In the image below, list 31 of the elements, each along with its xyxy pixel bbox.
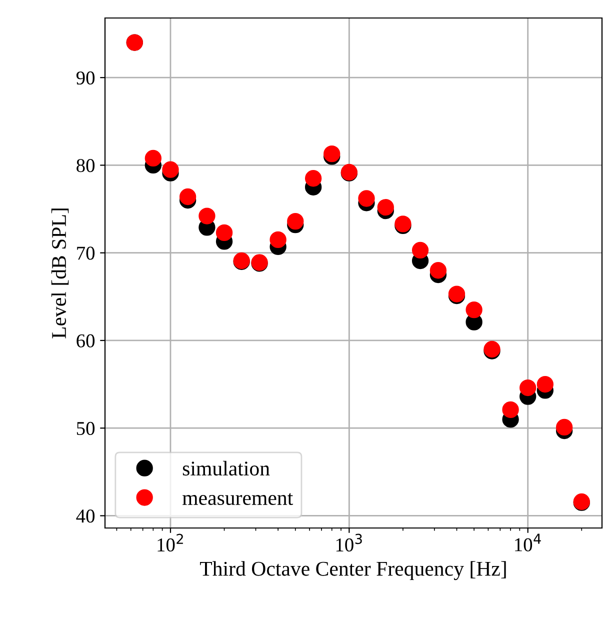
- point: [536, 376, 554, 393]
- point: [502, 401, 519, 418]
- y-tick-label: 40: [76, 510, 95, 523]
- point: [466, 301, 482, 318]
- legend-label: simulation: [182, 460, 270, 476]
- point: [162, 161, 179, 178]
- point: [198, 208, 216, 224]
- point: [304, 170, 322, 187]
- x-axis-title: Third Octave Center Frequency [Hz]: [200, 561, 506, 580]
- point: [430, 262, 447, 279]
- x-tick-label: 10$^{2}$: [158, 534, 183, 552]
- point: [270, 231, 286, 248]
- y-tick-label: 80: [76, 159, 95, 172]
- point: [179, 188, 196, 206]
- point: [287, 212, 304, 230]
- y-tick-label: 70: [77, 246, 95, 260]
- point: [358, 190, 375, 207]
- x-tick-label: 10$^{3}$: [336, 534, 362, 552]
- point: [377, 198, 394, 216]
- point: [556, 418, 573, 436]
- y-axis-title: Level [dB SPL]: [51, 208, 69, 338]
- y-tick-label: 60: [76, 334, 95, 348]
- point: [412, 242, 429, 259]
- point: [144, 150, 162, 167]
- x-tick-label: 10$^{4}$: [515, 534, 541, 552]
- point: [520, 379, 536, 396]
- legend-label: measurement: [182, 493, 294, 506]
- y-tick-label: 50: [76, 422, 95, 436]
- y-tick-label: 90: [76, 71, 95, 85]
- point: [216, 224, 233, 242]
- point: [324, 145, 340, 162]
